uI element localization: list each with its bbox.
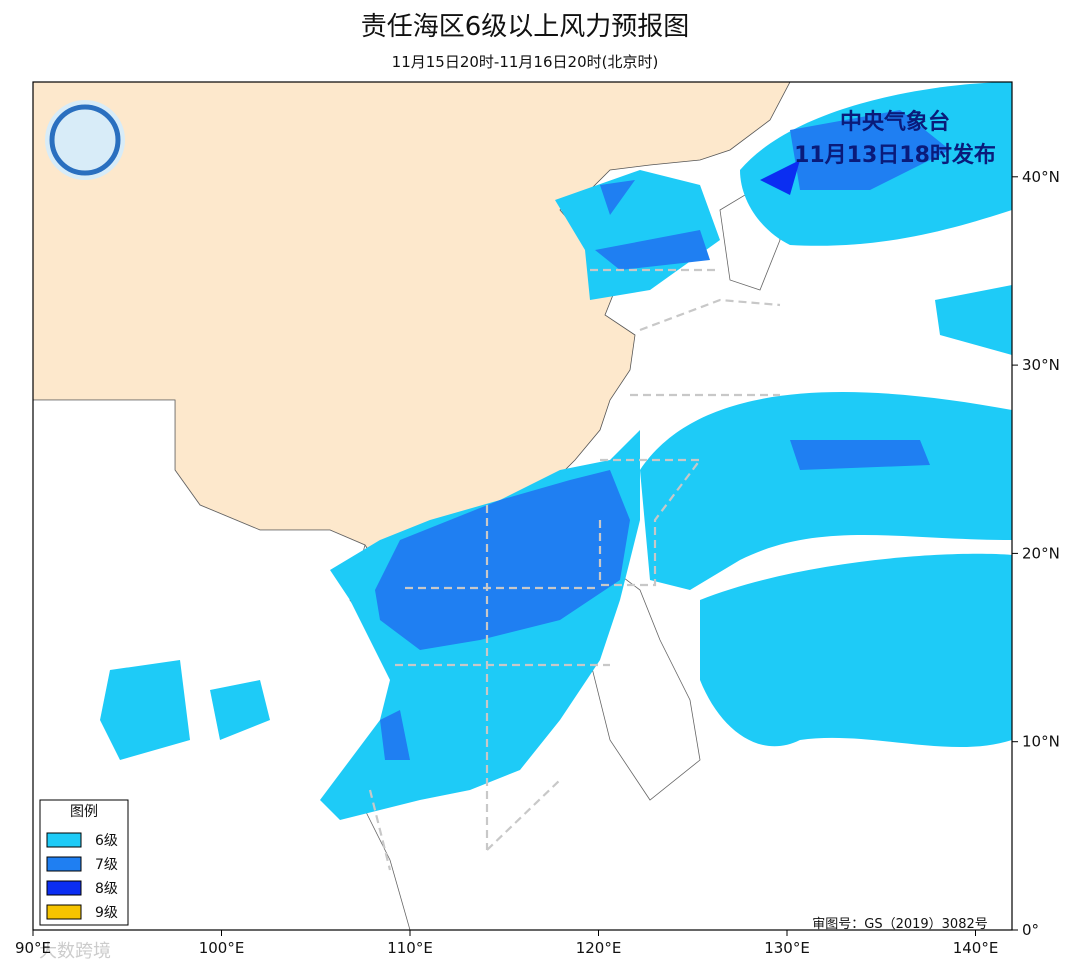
sea-zone-lines (368, 268, 781, 871)
map-area (33, 82, 1012, 930)
map-frame (32, 81, 1013, 931)
watermark: 大数跨境 (39, 941, 111, 962)
x-tick-label: 140°E (953, 939, 999, 957)
legend-swatch (46, 832, 82, 848)
legend-label: 6级 (95, 833, 118, 849)
y-tick-label: 10°N (1022, 733, 1060, 751)
approval: 审图号：GS（2019）3082号 (812, 917, 988, 932)
legend-swatch (46, 880, 82, 896)
wind-7 (375, 110, 950, 760)
legend-label: 8级 (95, 881, 118, 897)
legend-label: 7级 (95, 857, 118, 873)
legend-swatch (46, 904, 82, 920)
logo (45, 100, 125, 180)
subtitle: 11月15日20时-11月16日20时(北京时) (392, 53, 659, 71)
title: 责任海区6级以上风力预报图 (361, 12, 690, 42)
legend-title: 图例 (70, 804, 98, 820)
issuer-name: 中央气象台 (840, 109, 950, 135)
x-tick-label: 120°E (576, 939, 622, 957)
y-tick-label: 30°N (1022, 356, 1060, 374)
legend: 图例 6级 7级 8级 9级 (39, 799, 129, 926)
x-tick-label: 110°E (387, 939, 433, 957)
issuer-time: 11月13日18时发布 (794, 142, 996, 168)
legend-label: 9级 (95, 905, 118, 921)
wind-8 (760, 160, 800, 195)
x-tick-label: 90°E (15, 939, 51, 957)
legend-swatch (46, 856, 82, 872)
y-tick-label: 40°N (1022, 168, 1060, 186)
y-tick-label: 20°N (1022, 544, 1060, 562)
x-tick-label: 130°E (764, 939, 810, 957)
y-tick-label: 0° (1022, 921, 1039, 939)
x-tick-label: 100°E (199, 939, 245, 957)
